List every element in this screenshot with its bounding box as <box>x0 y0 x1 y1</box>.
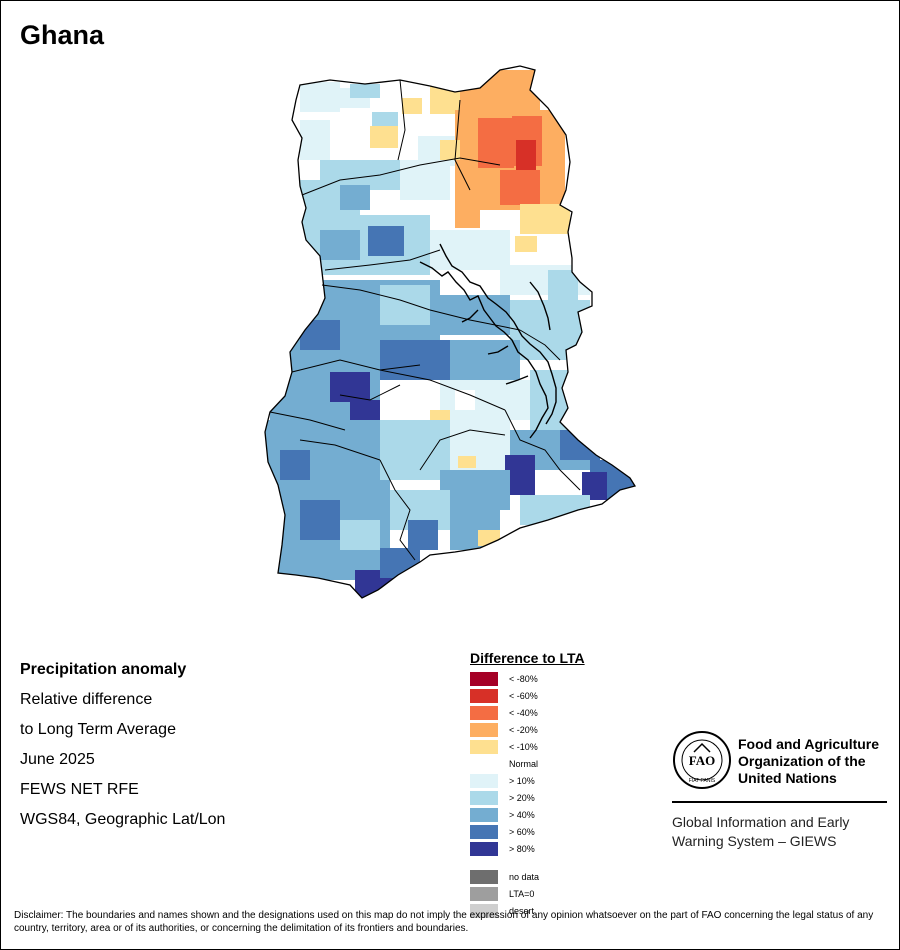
info-line2: to Long Term Average <box>20 721 176 738</box>
map-title: Ghana <box>20 20 105 50</box>
map-info: Precipitation anomaly Relative differenc… <box>20 655 225 835</box>
legend-swatch <box>470 887 498 901</box>
legend-label: desert <box>509 906 535 916</box>
fao-name-line2: Organization of the <box>738 753 866 769</box>
legend-label: Normal <box>509 759 539 769</box>
info-line1: Relative difference <box>20 691 153 708</box>
fao-logo-letters: FAO <box>689 753 715 768</box>
info-source: FEWS NET RFE <box>20 781 139 798</box>
info-projection: WGS84, Geographic Lat/Lon <box>20 811 226 828</box>
legend-swatch <box>470 774 498 788</box>
legend-label: < -40% <box>509 708 538 718</box>
legend-label: > 40% <box>509 810 535 820</box>
legend-swatch <box>470 706 498 720</box>
anomaly-raster <box>265 66 635 598</box>
boundaries <box>264 65 637 599</box>
ghana-anomaly-map <box>264 65 637 599</box>
legend-swatch <box>470 672 498 686</box>
fao-logo-icon: FAO FIAT PANIS <box>673 731 731 789</box>
fao-name: Food and Agriculture Organization of the… <box>738 736 898 787</box>
fao-logo-motto: FIAT PANIS <box>689 778 716 784</box>
legend-label: > 80% <box>509 844 535 854</box>
legend-label: < -10% <box>509 742 538 752</box>
giews-line2: Warning System – GIEWS <box>672 833 837 849</box>
legend-label: < -20% <box>509 725 538 735</box>
legend-label: > 20% <box>509 793 535 803</box>
legend-label: no data <box>509 872 540 882</box>
lake-volta <box>419 243 557 439</box>
legend-swatch <box>470 740 498 754</box>
legend-swatch <box>470 825 498 839</box>
disclaimer: Disclaimer: The boundaries and names sho… <box>14 910 874 934</box>
fao-name-line3: United Nations <box>738 770 837 786</box>
legend-label: < -80% <box>509 674 538 684</box>
info-period: June 2025 <box>20 751 95 768</box>
legend-label: > 10% <box>509 776 535 786</box>
legend-swatch <box>470 808 498 822</box>
fao-name-line1: Food and Agriculture <box>738 736 880 752</box>
info-heading: Precipitation anomaly <box>20 661 187 678</box>
legend-swatch <box>470 842 498 856</box>
legend: Difference to LTA < -80% < -60% < -40% < -2… <box>470 650 670 918</box>
legend-label: > 60% <box>509 827 535 837</box>
legend-label: LTA=0 <box>509 889 535 899</box>
legend-swatch <box>470 689 498 703</box>
legend-swatch <box>470 723 498 737</box>
legend-label: < -60% <box>509 691 538 701</box>
giews-label: Global Information and Early Warning Sys… <box>672 813 892 851</box>
giews-line1: Global Information and Early <box>672 814 850 830</box>
legend-swatch <box>470 904 498 918</box>
fao-branding: FAO FIAT PANIS Food and Agriculture Orga… <box>672 730 892 849</box>
divider <box>672 801 887 803</box>
legend-title: Difference to LTA <box>470 650 585 666</box>
legend-swatch <box>470 870 498 884</box>
legend-swatch <box>470 791 498 805</box>
